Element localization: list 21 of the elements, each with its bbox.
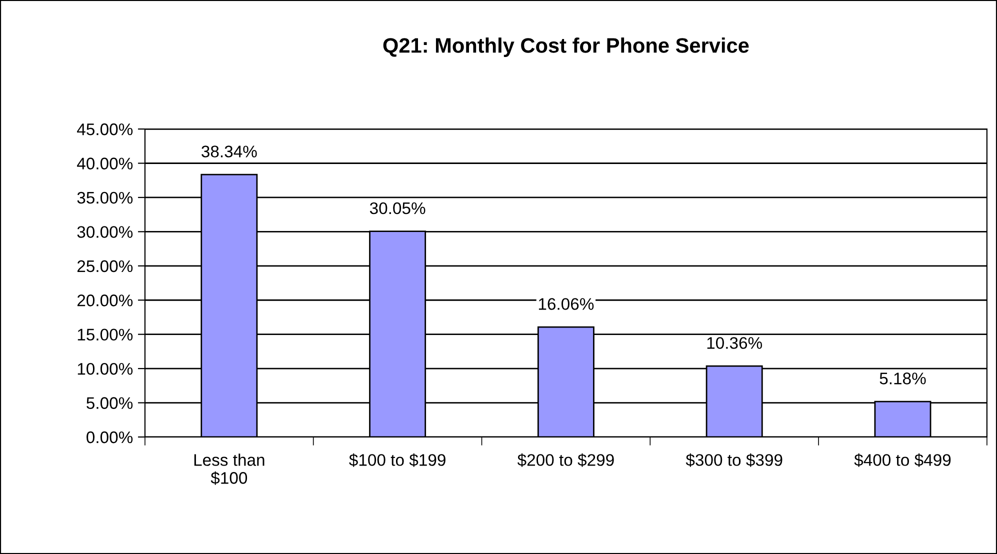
y-tick-label: 30.00%: [77, 226, 133, 238]
chart-title: Q21: Monthly Cost for Phone Service: [383, 38, 749, 57]
y-tick-label: 5.00%: [86, 397, 133, 409]
data-label: 38.34%: [202, 146, 257, 158]
data-label: 16.06%: [538, 298, 594, 310]
y-tick-label: 20.00%: [77, 294, 133, 306]
y-tick-label: 25.00%: [77, 260, 133, 272]
y-tick-label: 35.00%: [77, 192, 133, 204]
y-tick-label: 40.00%: [77, 158, 133, 170]
data-label: 30.05%: [370, 202, 426, 214]
data-label: 10.36%: [707, 337, 762, 349]
x-tick-label: Less than $100: [194, 454, 264, 485]
x-tick-label: $200 to $299: [517, 453, 614, 467]
y-tick-label: 0.00%: [86, 431, 133, 444]
data-label: 5.18%: [880, 372, 926, 384]
x-tick-label: $400 to $499: [854, 453, 951, 467]
y-tick-label: 45.00%: [77, 123, 133, 136]
y-tick-label: 10.00%: [78, 362, 133, 375]
x-tick-label: $300 to $399: [686, 453, 782, 467]
y-tick-label: 15.00%: [78, 328, 133, 341]
x-tick-label: $100 to $199: [349, 453, 446, 467]
